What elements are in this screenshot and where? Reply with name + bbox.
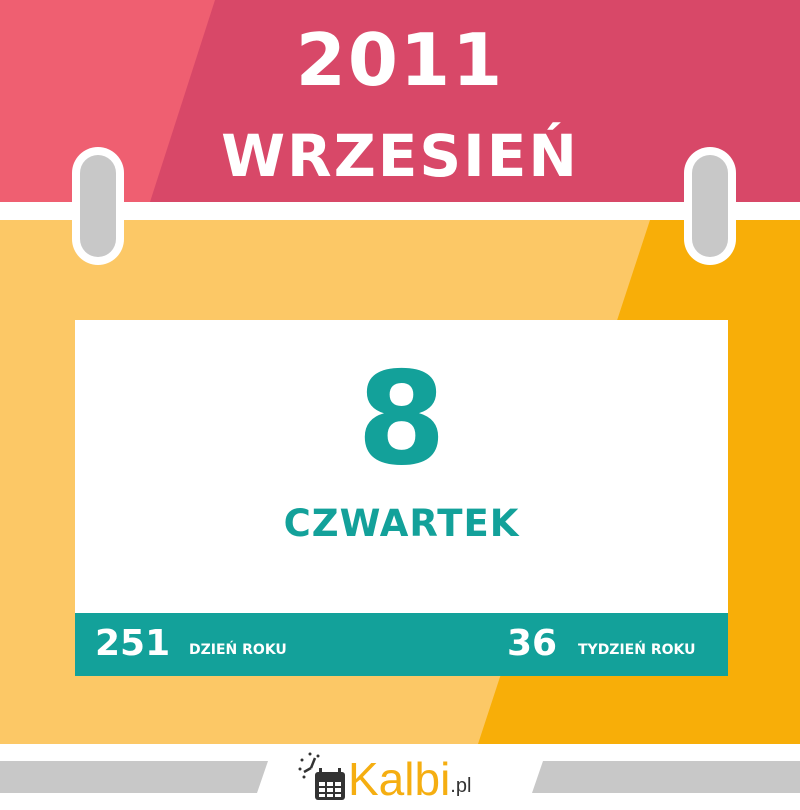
binder-ring-right [684, 147, 736, 265]
weekday-name: CZWARTEK [283, 502, 520, 545]
calendar-clock-icon [298, 752, 345, 800]
stats-band: 251 DZIEŃ ROKU 36 TYDZIEŃ ROKU [75, 613, 728, 676]
logo-brand: Kalbi [348, 753, 451, 805]
year-title: 2011 [295, 18, 505, 102]
month-title: WRZESIEŃ [221, 122, 579, 190]
day-of-year-label: DZIEŃ ROKU [189, 642, 287, 658]
day-number: 8 [356, 345, 447, 494]
binder-ring-left [72, 147, 124, 265]
week-of-year-label: TYDZIEŃ ROKU [578, 642, 696, 658]
logo-tld: .pl [450, 775, 472, 797]
date-card: 8 CZWARTEK 251 DZIEŃ ROKU 36 TYDZIEŃ ROK… [75, 320, 728, 676]
day-of-year-value: 251 [95, 623, 171, 664]
week-of-year-value: 36 [507, 623, 558, 664]
kalbi-logo[interactable]: Kalbi .pl [298, 748, 471, 804]
